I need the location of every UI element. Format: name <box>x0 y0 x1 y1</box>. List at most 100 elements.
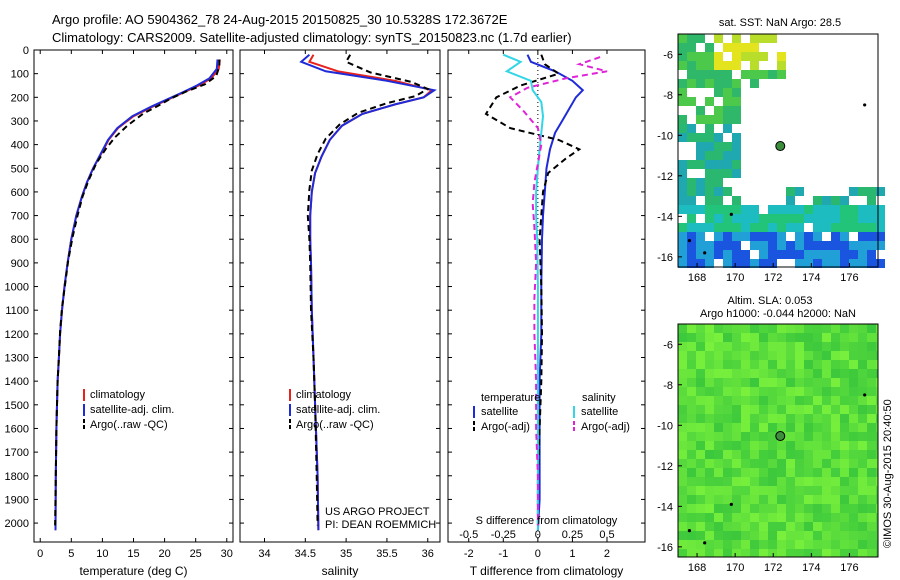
sst-cell <box>723 250 732 259</box>
sst-cell <box>678 124 687 133</box>
sla-cell <box>804 423 813 432</box>
sla-cell <box>849 423 858 432</box>
sla-cell <box>696 360 705 369</box>
sla-cell <box>687 342 696 351</box>
sla-cell <box>678 396 687 405</box>
sst-cell <box>678 178 687 187</box>
sst-cell <box>687 34 696 43</box>
sla-cell <box>867 396 876 405</box>
difference-xtick-label: 1 <box>569 548 575 560</box>
sla-cell <box>849 513 858 522</box>
sla-cell <box>777 513 786 522</box>
sla-cell <box>858 486 867 495</box>
sla-cell <box>687 459 696 468</box>
sla-cell <box>813 387 822 396</box>
sla-cell <box>768 405 777 414</box>
sla-cell <box>768 513 777 522</box>
sla-cell <box>849 459 858 468</box>
sla-cell <box>849 387 858 396</box>
sst-cell <box>813 241 822 250</box>
sla-cell <box>867 351 876 360</box>
sla-cell <box>804 342 813 351</box>
diff-legend-header-salinity: salinity <box>582 392 616 404</box>
sla-cell <box>831 459 840 468</box>
sla-cell <box>813 450 822 459</box>
sla-cell <box>696 414 705 423</box>
sla-cell <box>732 405 741 414</box>
sst-cell <box>687 187 696 196</box>
difference-frame <box>447 49 646 543</box>
sst-cell <box>732 52 741 61</box>
salinity-series-3 <box>306 54 431 526</box>
sst-cell <box>714 106 723 115</box>
sst_map-ytick-label: -8 <box>663 90 673 102</box>
sla-cell <box>678 450 687 459</box>
sla-cell <box>858 342 867 351</box>
sla-cell <box>741 513 750 522</box>
sst-cell <box>723 160 732 169</box>
sla-cell <box>849 504 858 513</box>
sla-cell <box>876 513 878 522</box>
sla-cell <box>822 324 831 333</box>
sla-cell <box>687 351 696 360</box>
sla-cell <box>822 333 831 342</box>
salinity-xtick-label: 36 <box>422 548 434 560</box>
sla-cell <box>876 396 878 405</box>
sst_map-ytick-label: -14 <box>657 211 673 223</box>
sla-cell <box>759 540 768 549</box>
sla-cell <box>813 414 822 423</box>
diff-legend-header-temperature: temperature <box>481 392 540 404</box>
sla-cell <box>786 531 795 540</box>
sla-cell <box>867 387 876 396</box>
sla-cell <box>840 540 849 549</box>
sst-cell <box>777 223 786 232</box>
sla-cell <box>840 468 849 477</box>
sst-cell <box>858 241 867 250</box>
sla-cell <box>777 468 786 477</box>
sst-cell <box>777 250 786 259</box>
depth-tick-label: 200 <box>11 92 29 104</box>
sla-cell <box>831 513 840 522</box>
sla-cell <box>858 504 867 513</box>
sla-cell <box>858 405 867 414</box>
sla-cell <box>813 324 822 333</box>
sst-cell <box>750 52 759 61</box>
sla-cell <box>786 477 795 486</box>
sst-cell <box>678 232 687 241</box>
sla-cell <box>750 450 759 459</box>
sla-cell <box>687 333 696 342</box>
sla-cell <box>777 333 786 342</box>
sla-cell <box>705 441 714 450</box>
sla-cell <box>741 414 750 423</box>
sst-cell <box>705 241 714 250</box>
sla-cell <box>822 522 831 531</box>
sla-cell <box>768 378 777 387</box>
sla-cell <box>822 549 831 557</box>
sla-cell <box>831 495 840 504</box>
sla-cell <box>822 423 831 432</box>
sla-cell <box>804 432 813 441</box>
sla-cell <box>723 504 732 513</box>
sla-cell <box>876 540 878 549</box>
sla-cell <box>705 378 714 387</box>
sst-cell <box>678 79 687 88</box>
sla-cell <box>876 360 878 369</box>
sla-cell <box>786 486 795 495</box>
sst-cell <box>714 178 723 187</box>
depth-tick-label: 0 <box>23 45 29 57</box>
sla-cell <box>750 387 759 396</box>
sla-cell <box>678 486 687 495</box>
sla-cell <box>741 504 750 513</box>
sla-cell <box>822 351 831 360</box>
sla-cell <box>795 540 804 549</box>
sla-cell <box>831 549 840 557</box>
sla-cell <box>723 549 732 557</box>
sla-cell <box>849 522 858 531</box>
sla-cell <box>858 396 867 405</box>
sla-cell <box>723 468 732 477</box>
sla-cell <box>777 342 786 351</box>
sst-cell <box>687 43 696 52</box>
sst-cell <box>804 214 813 223</box>
sla-cell <box>786 369 795 378</box>
sla-cell <box>741 369 750 378</box>
